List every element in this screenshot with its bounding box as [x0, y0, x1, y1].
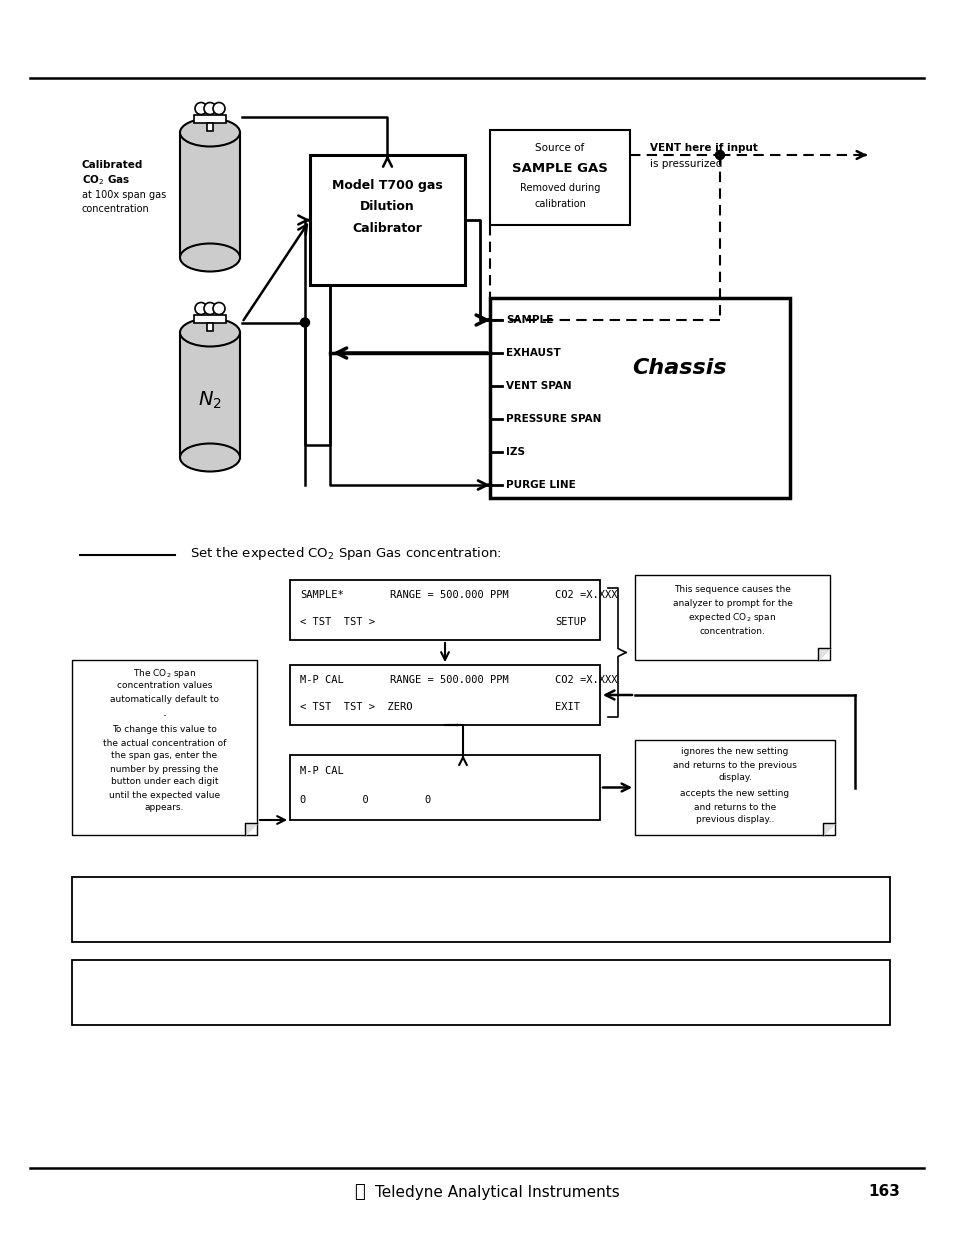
- Text: Dilution: Dilution: [359, 200, 415, 214]
- Text: PURGE LINE: PURGE LINE: [505, 480, 576, 490]
- Bar: [490, 130, 629, 225]
- Text: Removed during: Removed during: [519, 183, 599, 193]
- Text: analyzer to prompt for the: analyzer to prompt for the: [672, 599, 792, 608]
- Text: the span gas, enter the: the span gas, enter the: [112, 752, 217, 761]
- Text: ignores the new setting: ignores the new setting: [680, 747, 788, 757]
- Text: M-P CAL: M-P CAL: [299, 766, 343, 776]
- Text: number by pressing the: number by pressing the: [111, 764, 218, 773]
- Text: VENT SPAN: VENT SPAN: [505, 382, 571, 391]
- Ellipse shape: [204, 103, 215, 115]
- Text: and returns to the: and returns to the: [693, 803, 776, 811]
- Text: SAMPLE: SAMPLE: [505, 315, 553, 325]
- Bar: [290, 580, 599, 640]
- Bar: [290, 664, 599, 725]
- Text: N$_2$: N$_2$: [198, 389, 222, 411]
- Bar: [180, 332, 240, 457]
- Text: previous display..: previous display..: [695, 815, 774, 825]
- Text: appears.: appears.: [145, 804, 184, 813]
- Text: expected CO$_2$ span: expected CO$_2$ span: [688, 610, 776, 624]
- Bar: [207, 122, 213, 131]
- Text: SAMPLE*: SAMPLE*: [299, 590, 343, 600]
- Ellipse shape: [213, 103, 225, 115]
- Text: The CO$_2$ span: The CO$_2$ span: [132, 667, 196, 679]
- Bar: [71, 877, 889, 942]
- Text: RANGE = 500.000 PPM: RANGE = 500.000 PPM: [390, 676, 508, 685]
- Bar: [490, 298, 789, 498]
- Text: PRESSURE SPAN: PRESSURE SPAN: [505, 414, 600, 424]
- Polygon shape: [822, 823, 834, 835]
- Bar: [71, 659, 256, 835]
- Text: This sequence causes the: This sequence causes the: [674, 584, 790, 594]
- Bar: [193, 315, 226, 322]
- Text: CO$_2$ Gas: CO$_2$ Gas: [82, 173, 130, 186]
- Text: display.: display.: [718, 773, 751, 783]
- Text: IZS: IZS: [505, 447, 524, 457]
- Text: SAMPLE GAS: SAMPLE GAS: [512, 162, 607, 174]
- Ellipse shape: [180, 119, 240, 147]
- Text: CO2 =X.XXX: CO2 =X.XXX: [555, 590, 617, 600]
- Bar: [180, 132, 240, 258]
- Text: EXHAUST: EXHAUST: [505, 348, 560, 358]
- Ellipse shape: [300, 317, 309, 327]
- Ellipse shape: [180, 243, 240, 272]
- Bar: [207, 322, 213, 331]
- Bar: [310, 156, 464, 285]
- Text: the actual concentration of: the actual concentration of: [103, 739, 226, 747]
- Ellipse shape: [194, 103, 207, 115]
- Text: VENT here if input: VENT here if input: [649, 143, 757, 153]
- Text: < TST  TST >: < TST TST >: [299, 618, 375, 627]
- Text: is pressurized: is pressurized: [649, 159, 721, 169]
- Ellipse shape: [213, 303, 225, 315]
- Text: EXIT: EXIT: [555, 701, 579, 713]
- Polygon shape: [817, 648, 829, 659]
- Text: Source of: Source of: [535, 143, 584, 153]
- Text: calibration: calibration: [534, 199, 585, 209]
- Bar: [290, 755, 599, 820]
- Text: Model T700 gas: Model T700 gas: [332, 179, 442, 191]
- Text: Chassis: Chassis: [632, 358, 726, 378]
- Text: .: .: [162, 705, 167, 719]
- Text: concentration: concentration: [82, 204, 150, 214]
- Polygon shape: [245, 823, 256, 835]
- Text: button under each digit: button under each digit: [111, 778, 218, 787]
- Text: concentration values: concentration values: [116, 682, 212, 690]
- Text: until the expected value: until the expected value: [109, 790, 220, 799]
- Text: 🌲: 🌲: [355, 1183, 371, 1200]
- Ellipse shape: [715, 151, 723, 159]
- Text: 0         0         0: 0 0 0: [299, 795, 431, 805]
- Ellipse shape: [180, 443, 240, 472]
- Text: M-P CAL: M-P CAL: [299, 676, 343, 685]
- Text: 163: 163: [867, 1184, 899, 1199]
- Text: Calibrator: Calibrator: [353, 221, 422, 235]
- Ellipse shape: [194, 303, 207, 315]
- Text: Teledyne Analytical Instruments: Teledyne Analytical Instruments: [375, 1184, 619, 1199]
- Text: and returns to the previous: and returns to the previous: [673, 761, 796, 769]
- Ellipse shape: [180, 319, 240, 347]
- Text: SETUP: SETUP: [555, 618, 586, 627]
- Text: RANGE = 500.000 PPM: RANGE = 500.000 PPM: [390, 590, 508, 600]
- Text: < TST  TST >  ZERO: < TST TST > ZERO: [299, 701, 412, 713]
- Bar: [193, 115, 226, 122]
- Text: CO2 =X.XXX: CO2 =X.XXX: [555, 676, 617, 685]
- Text: Calibrated: Calibrated: [82, 161, 143, 170]
- Text: concentration.: concentration.: [699, 626, 764, 636]
- Bar: [71, 960, 889, 1025]
- Text: Set the expected CO$_2$ Span Gas concentration:: Set the expected CO$_2$ Span Gas concent…: [190, 545, 501, 562]
- Bar: [635, 576, 829, 659]
- Text: automatically default to: automatically default to: [110, 694, 219, 704]
- Bar: [635, 740, 834, 835]
- Text: at 100x span gas: at 100x span gas: [82, 190, 166, 200]
- Text: To change this value to: To change this value to: [112, 725, 216, 735]
- Ellipse shape: [204, 303, 215, 315]
- Text: accepts the new setting: accepts the new setting: [679, 789, 789, 799]
